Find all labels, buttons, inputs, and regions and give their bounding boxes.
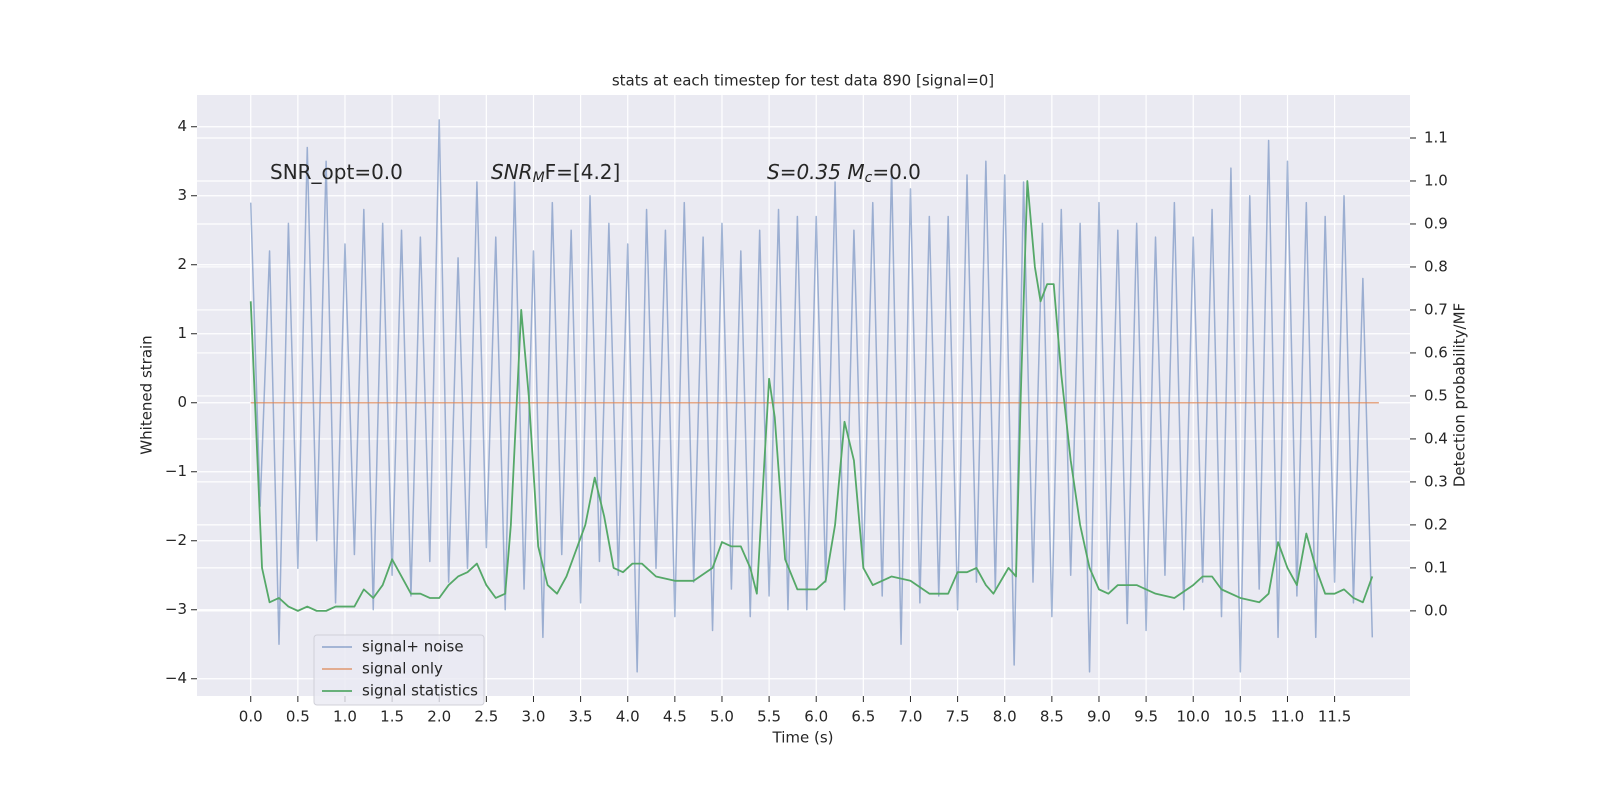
legend-label: signal only	[362, 660, 443, 678]
y2-tick-label: 0.8	[1424, 257, 1448, 275]
annotation: SNRMF=[4.2]	[491, 160, 620, 187]
y-tick-label: −2	[165, 531, 187, 549]
x-tick-label: 6.5	[851, 708, 875, 726]
x-tick-label: 1.0	[333, 708, 357, 726]
x-tick-label: 8.5	[1040, 708, 1064, 726]
annotation-part: M	[533, 170, 545, 186]
x-tick-label: 9.5	[1134, 708, 1158, 726]
annotation-part: S=0.35 M	[767, 160, 865, 184]
x-tick-label: 1.5	[380, 708, 404, 726]
y2-tick-label: 0.0	[1424, 601, 1448, 619]
x-tick-label: 5.0	[710, 708, 734, 726]
y-tick-label: −1	[165, 462, 187, 480]
x-tick-label: 8.0	[993, 708, 1017, 726]
x-tick-label: 9.0	[1087, 708, 1111, 726]
x-axis-label: Time (s)	[772, 729, 834, 747]
x-tick-label: 11.5	[1318, 708, 1351, 726]
y2-tick-label: 0.4	[1424, 429, 1448, 447]
x-tick-label: 2.0	[427, 708, 451, 726]
y2-tick-label: 0.9	[1424, 214, 1448, 232]
y-tick-label: −3	[165, 600, 187, 618]
x-tick-label: 3.5	[569, 708, 593, 726]
legend-label: signal statistics	[362, 682, 478, 700]
x-tick-label: 6.0	[804, 708, 828, 726]
x-tick-label: 0.0	[239, 708, 263, 726]
x-tick-label: 4.0	[616, 708, 640, 726]
legend-label: signal+ noise	[362, 638, 464, 656]
annotation-part: c	[865, 170, 873, 186]
y-tick-label: 3	[177, 186, 187, 204]
y-tick-label: 2	[177, 255, 187, 273]
y2-axis-label: Detection probability/MF	[1451, 303, 1469, 487]
x-tick-label: 4.5	[663, 708, 687, 726]
y2-tick-label: 0.6	[1424, 343, 1448, 361]
y2-tick-label: 0.5	[1424, 386, 1448, 404]
x-tick-label: 7.0	[899, 708, 923, 726]
annotation-part: F=[4.2]	[545, 160, 621, 184]
grid	[197, 95, 1410, 696]
y2-tick-label: 1.0	[1424, 171, 1448, 189]
series-line	[249, 119, 1374, 673]
legend	[313, 634, 485, 706]
y-tick-label: 1	[177, 324, 187, 342]
y-tick-label: −4	[165, 669, 187, 687]
y2-tick-label: 0.7	[1424, 300, 1448, 318]
x-tick-label: 10.0	[1177, 708, 1210, 726]
annotation-part: SNR_opt=0.0	[270, 160, 403, 184]
x-tick-label: 10.5	[1224, 708, 1257, 726]
annotation-part: =0.0	[872, 160, 921, 184]
y2-tick-label: 0.2	[1424, 515, 1448, 533]
x-tick-label: 3.0	[522, 708, 546, 726]
annotation: SNR_opt=0.0	[270, 160, 403, 184]
series-line	[249, 180, 1374, 612]
y2-tick-label: 1.1	[1424, 128, 1448, 146]
y2-tick-label: 0.3	[1424, 472, 1448, 490]
y-tick-label: 4	[177, 117, 187, 135]
marks	[249, 119, 1379, 673]
y2-tick-label: 0.1	[1424, 558, 1448, 576]
annotation-part: SNR	[491, 160, 533, 184]
x-tick-label: 2.5	[474, 708, 498, 726]
y-axis-label: Whitened strain	[138, 335, 156, 454]
y-tick-label: 0	[177, 393, 187, 411]
chart-title: stats at each timestep for test data 890…	[612, 72, 994, 90]
x-tick-label: 7.5	[946, 708, 970, 726]
x-tick-label: 11.0	[1271, 708, 1304, 726]
annotation: S=0.35 Mc=0.0	[767, 160, 921, 187]
x-tick-label: 5.5	[757, 708, 781, 726]
x-tick-label: 0.5	[286, 708, 310, 726]
